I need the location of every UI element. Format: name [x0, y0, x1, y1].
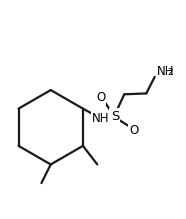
Text: O: O: [129, 124, 138, 137]
Text: 2: 2: [167, 68, 173, 77]
Text: NH: NH: [92, 112, 109, 125]
Text: NH: NH: [156, 65, 174, 78]
Text: S: S: [111, 110, 119, 123]
Text: O: O: [96, 91, 105, 104]
